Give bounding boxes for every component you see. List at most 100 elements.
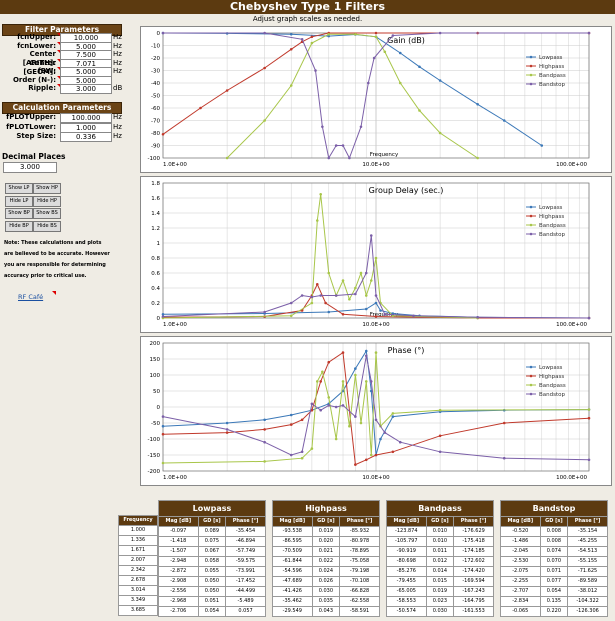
- table-cell: -75.058: [339, 556, 380, 567]
- data-point: [289, 314, 293, 318]
- data-point: [321, 125, 324, 129]
- show-bp-button[interactable]: Show BP: [5, 208, 33, 219]
- table-cell: 0.010: [425, 536, 455, 547]
- data-point: [334, 294, 338, 297]
- table-cell: 0.023: [425, 596, 455, 607]
- table-cell: -164.795: [453, 596, 494, 607]
- x-tick-label: 10.0E+00: [362, 475, 390, 481]
- data-point: [364, 380, 368, 383]
- table-cell: 0.067: [197, 546, 227, 557]
- calc-param-unit: Hz: [113, 132, 122, 140]
- table-cell: -41.426: [272, 586, 313, 597]
- data-point: [359, 421, 363, 425]
- decimal-places-label: Decimal Places: [2, 152, 66, 161]
- hide-hp-button[interactable]: Hide HP: [33, 195, 61, 207]
- data-point: [438, 131, 442, 135]
- table-cell: 0.050: [197, 586, 227, 597]
- table-cell: -89.589: [567, 576, 608, 587]
- calc-param-value-field[interactable]: 0.336: [60, 132, 112, 142]
- series-line-bandpass: [226, 33, 478, 159]
- y-tick-label: 100: [150, 373, 161, 379]
- legend-marker: [529, 82, 533, 86]
- data-point: [300, 294, 304, 297]
- data-point: [263, 440, 266, 444]
- table-cell: -2.834: [500, 596, 541, 607]
- x-tick-label: 1.0E+00: [163, 322, 187, 328]
- hide-bp-button[interactable]: Hide BP: [5, 220, 33, 232]
- data-point: [315, 282, 319, 286]
- data-point: [319, 294, 322, 297]
- data-point: [348, 297, 351, 301]
- param-label: fcnUpper:: [17, 33, 56, 41]
- data-point: [310, 295, 314, 299]
- y-tick-label: -150: [148, 453, 161, 459]
- show-bs-button[interactable]: Show BS: [33, 208, 61, 219]
- data-point: [341, 312, 345, 316]
- data-point: [327, 310, 331, 314]
- data-point: [587, 458, 591, 462]
- data-point: [383, 431, 387, 434]
- table-cell: -174.420: [453, 566, 494, 577]
- frequency-cell: 1.336: [118, 535, 158, 546]
- table-row: -2.834 0.135 -104.322: [500, 596, 608, 607]
- column-header: GD [s]: [197, 516, 227, 527]
- edit-marker-icon: [57, 33, 61, 37]
- param-value-field[interactable]: 3.000: [60, 84, 112, 94]
- data-point: [379, 437, 382, 441]
- group-delay-chart: 1.8 1.6 1.4 1.2 1 0.8 0.6 0.4 0.2 0 1.0E+00 10.0E+0…: [140, 176, 612, 333]
- data-point: [334, 405, 338, 409]
- data-point: [341, 351, 345, 354]
- table-row: -86.595 0.020 -80.978: [272, 536, 380, 547]
- frequency-table: Frequency 1.000 1.336 1.671 2.007 2.342 2.678 3…: [118, 500, 158, 616]
- data-point: [225, 421, 229, 425]
- legend-label: Lowpass: [539, 365, 563, 371]
- x-axis-label: Frequency: [370, 152, 399, 158]
- table-row: -58.553 0.023 -164.795: [386, 596, 494, 607]
- calc-param-value-field[interactable]: 100.000: [60, 113, 112, 123]
- table-cell: -79.198: [339, 566, 380, 577]
- data-point: [225, 431, 229, 434]
- table-cell: -126.306: [567, 606, 608, 617]
- data-point: [334, 144, 338, 147]
- data-point: [315, 219, 319, 222]
- table-cell: -2.908: [158, 576, 199, 587]
- calc-param-label: Step Size:: [16, 132, 56, 140]
- data-point: [289, 413, 293, 417]
- frequency-header: Frequency: [118, 515, 158, 526]
- table-row: -2.530 0.070 -55.155: [500, 556, 608, 567]
- table-row: -93.538 0.019 -85.932: [272, 526, 380, 537]
- data-point: [314, 69, 317, 72]
- table-cell: -62.558: [339, 596, 380, 607]
- table-cell: -45.255: [567, 536, 608, 547]
- data-point: [354, 292, 357, 296]
- table-cell: 0.055: [197, 566, 227, 577]
- hide-bs-button[interactable]: Hide BS: [33, 220, 61, 232]
- table-row: -0.065 0.220 -126.306: [500, 606, 608, 617]
- calc-param-value-field[interactable]: 1.000: [60, 122, 112, 133]
- show-hp-button[interactable]: Show HP: [33, 183, 61, 194]
- table-cell: 0.021: [311, 546, 341, 557]
- decimal-places-field[interactable]: 3.000: [3, 162, 57, 173]
- table-cell: 0.030: [425, 606, 455, 617]
- edit-marker-icon: [57, 58, 61, 63]
- column-header: GD [s]: [311, 516, 341, 527]
- data-point: [379, 309, 382, 312]
- table-cell: -54.513: [567, 546, 608, 557]
- table-cell: -1.486: [500, 536, 541, 547]
- data-point: [540, 144, 544, 147]
- hide-lp-button[interactable]: Hide LP: [5, 195, 33, 207]
- table-group-title: Bandpass: [386, 500, 494, 517]
- show-lp-button[interactable]: Show LP: [5, 183, 33, 194]
- calc-param-label: fPLOTUpper:: [6, 113, 56, 121]
- table-cell: 0.014: [425, 566, 455, 577]
- data-point: [369, 453, 373, 457]
- y-tick-label: -60: [151, 106, 160, 112]
- table-cell: -2.530: [500, 556, 541, 567]
- highpass-results-table: Highpass Mag [dB] GD [s] Phase [°] -93.538 0.…: [272, 500, 380, 617]
- frequency-cell: 2.678: [118, 575, 158, 586]
- rf-cafe-link[interactable]: RF Café: [18, 293, 44, 301]
- table-cell: -2.872: [158, 566, 199, 577]
- data-point: [374, 31, 378, 35]
- calc-param-unit: Hz: [113, 113, 122, 121]
- frequency-cell: 1.000: [118, 525, 158, 536]
